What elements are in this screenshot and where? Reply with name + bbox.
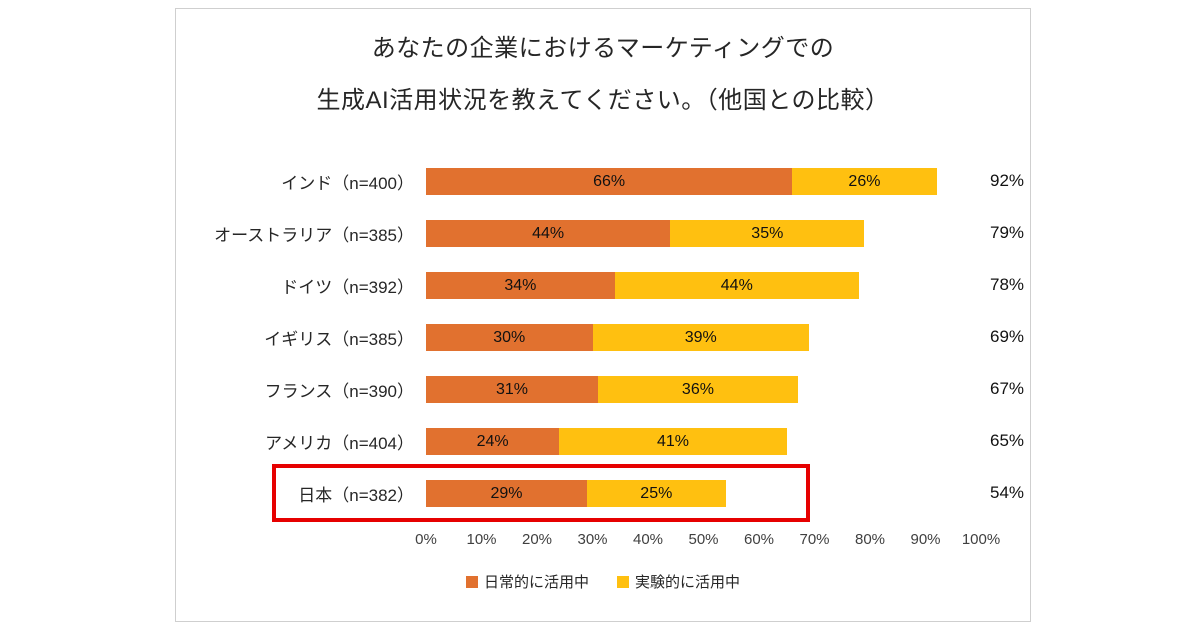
x-axis-tick-label: 30% xyxy=(577,531,608,548)
x-axis-tick-label: 50% xyxy=(688,531,719,548)
bar-segment-daily-use: 31% xyxy=(426,375,599,403)
category-label: イギリス（n=385） xyxy=(264,329,414,349)
bar-track: 66% 26% xyxy=(426,167,981,195)
bar-segment-daily-use: 24% xyxy=(426,427,560,455)
total-value-label: 69% xyxy=(990,327,1025,346)
total-value-label: 54% xyxy=(990,483,1025,502)
x-axis-tick-label: 80% xyxy=(854,531,886,548)
bar-segment-daily-use: 34% xyxy=(426,271,615,299)
plot-area: インド（n=400） 66% 26% 92% オーストラリア（n=385） 44% 35% 7… xyxy=(176,155,1030,592)
chart-title-line2: 生成AI活用状況を教えてください。（他国との比較） xyxy=(316,87,890,114)
x-axis-tick-label: 70% xyxy=(799,531,830,548)
x-axis-tick-label: 10% xyxy=(466,531,497,548)
chart-row: ドイツ（n=392） 34% 44% 78% xyxy=(176,259,1030,311)
legend: 日常的に活用中 実験的に活用中 xyxy=(176,571,1030,592)
chart-row: フランス（n=390） 31% 36% 67% xyxy=(176,363,1030,415)
bar-segment-daily-use: 44% xyxy=(426,219,671,247)
x-axis-tick-label: 90% xyxy=(910,531,941,548)
category-label: インド（n=400） xyxy=(281,173,414,193)
bar-track: 44% 35% xyxy=(426,219,981,247)
bar-segment-experimental-use: 36% xyxy=(598,375,798,403)
bar-track: 29% 25% xyxy=(426,479,981,507)
category-label: アメリカ（n=404） xyxy=(265,433,414,453)
legend-swatch-experimental-use xyxy=(617,575,629,588)
bar-track: 31% 36% xyxy=(426,375,981,403)
chart-row: オーストラリア（n=385） 44% 35% 79% xyxy=(176,207,1030,259)
chart-title: あなたの企業におけるマーケティングでの 生成AI活用状況を教えてください。（他国… xyxy=(176,9,1030,127)
legend-label: 実験的に活用中 xyxy=(635,574,741,591)
bar-track: 24% 41% xyxy=(426,427,981,455)
chart-row: 日本（n=382） 29% 25% 54% xyxy=(176,464,1030,522)
bar-segment-experimental-use: 39% xyxy=(592,323,809,351)
x-axis-tick-label: 40% xyxy=(632,531,664,548)
total-value-label: 67% xyxy=(990,379,1025,398)
category-label: フランス（n=390） xyxy=(264,381,414,401)
total-value-label: 65% xyxy=(990,431,1025,450)
legend-item: 実験的に活用中 xyxy=(617,571,740,592)
bar-rows: インド（n=400） 66% 26% 92% オーストラリア（n=385） 44% 35% 7… xyxy=(176,155,1030,522)
bar-segment-experimental-use: 41% xyxy=(559,427,787,455)
total-value-label: 92% xyxy=(990,171,1025,190)
total-value-label: 79% xyxy=(990,223,1025,242)
chart-card: あなたの企業におけるマーケティングでの 生成AI活用状況を教えてください。（他国… xyxy=(175,8,1031,622)
total-value-label: 78% xyxy=(990,275,1025,294)
category-label: ドイツ（n=392） xyxy=(281,277,414,297)
bar-segment-experimental-use: 35% xyxy=(670,219,865,247)
bar-segment-daily-use: 29% xyxy=(426,479,587,507)
bar-segment-experimental-use: 25% xyxy=(586,479,726,507)
chart-row: イギリス（n=385） 30% 39% 69% xyxy=(176,311,1030,363)
x-axis: 0% 10% 20% 30% 40% 50% 60% 70% 80% 90% 100% xyxy=(415,531,1000,551)
chart-row: インド（n=400） 66% 26% 92% xyxy=(176,155,1030,207)
bar-track: 34% 44% xyxy=(426,271,981,299)
bar-track: 30% 39% xyxy=(426,323,981,351)
x-axis-tick-label: 20% xyxy=(521,531,553,548)
x-axis-tick-label: 0% xyxy=(415,531,437,548)
legend-swatch-daily-use xyxy=(465,575,478,588)
legend-label: 日常的に活用中 xyxy=(483,574,589,591)
bar-segment-experimental-use: 44% xyxy=(614,271,859,299)
category-label: 日本（n=382） xyxy=(298,485,414,505)
x-axis-tick-label: 100% xyxy=(961,531,1001,548)
bar-segment-experimental-use: 26% xyxy=(792,167,937,195)
x-axis-tick-label: 60% xyxy=(743,531,775,548)
chart-row: アメリカ（n=404） 24% 41% 65% xyxy=(176,415,1030,467)
chart-title-line1: あなたの企業におけるマーケティングでの xyxy=(371,35,835,62)
legend-item: 日常的に活用中 xyxy=(465,571,589,592)
bar-segment-daily-use: 30% xyxy=(426,323,593,351)
bar-segment-daily-use: 66% xyxy=(426,167,793,195)
category-label: オーストラリア（n=385） xyxy=(214,225,414,245)
